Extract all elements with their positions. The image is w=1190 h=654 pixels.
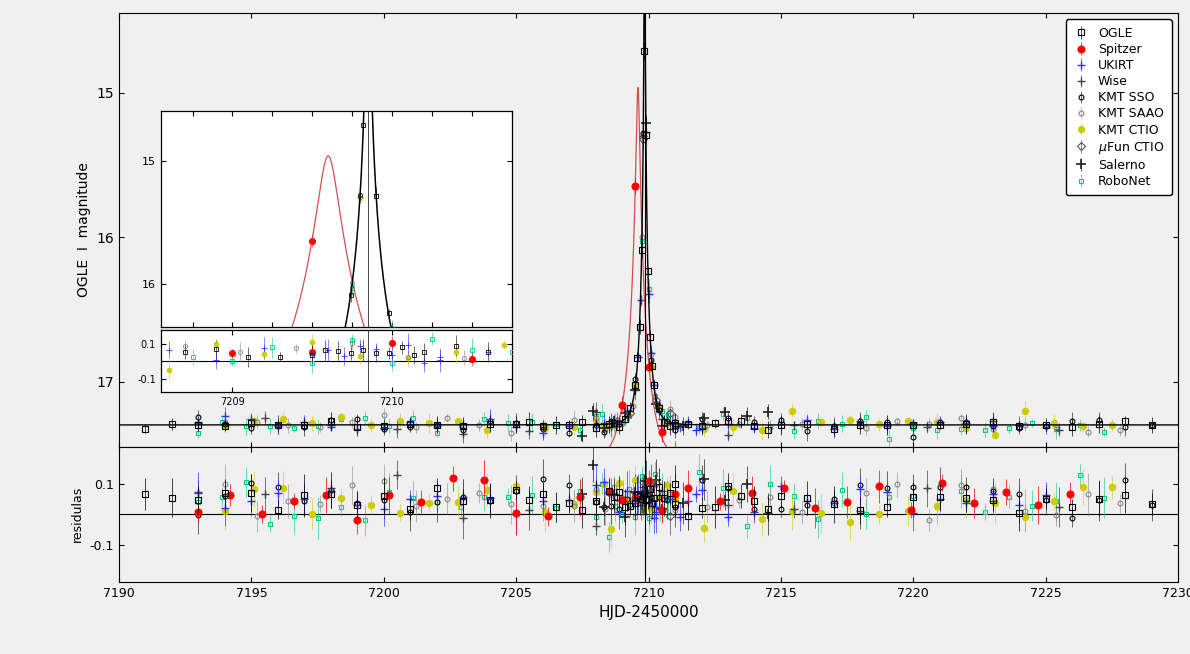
Y-axis label: residulas: residulas	[71, 486, 84, 542]
Y-axis label: OGLE  I  magnitude: OGLE I magnitude	[77, 162, 90, 298]
X-axis label: HJD-2450000: HJD-2450000	[599, 606, 699, 621]
Legend: OGLE, Spitzer, UKIRT, Wise, KMT SSO, KMT SAAO, KMT CTIO, $\mu$Fun CTIO, Salerno,: OGLE, Spitzer, UKIRT, Wise, KMT SSO, KMT…	[1065, 20, 1172, 196]
